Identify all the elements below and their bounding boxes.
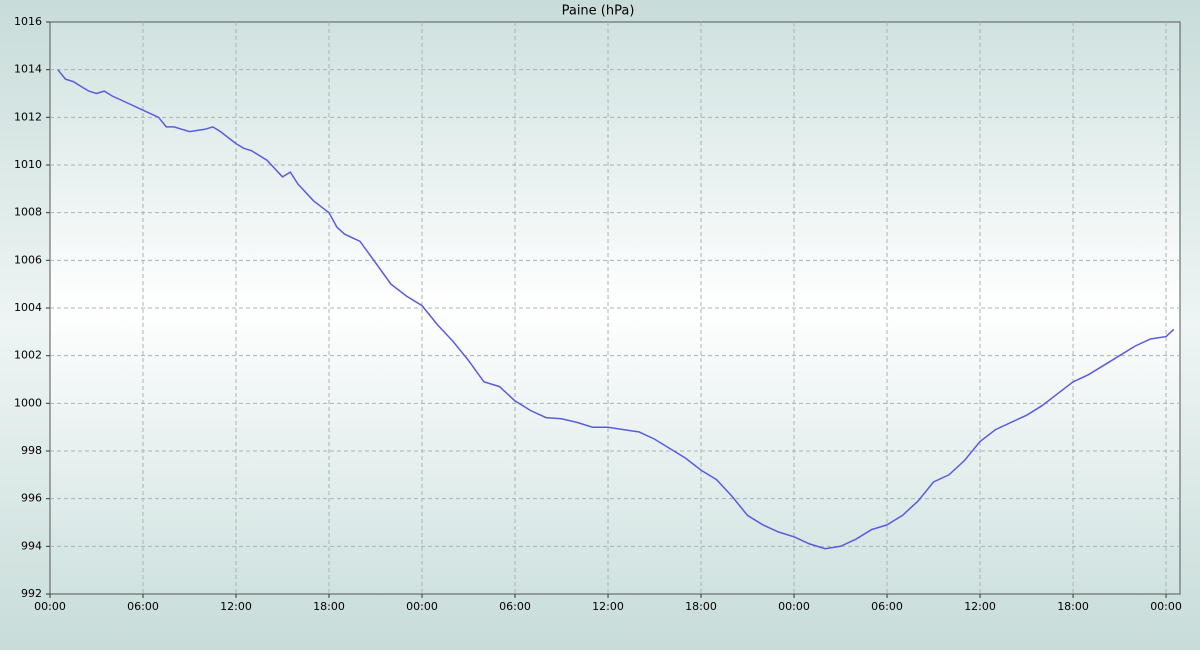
x-tick-label: 18:00	[1057, 600, 1089, 613]
y-tick-label: 1000	[14, 396, 42, 409]
x-tick-label: 00:00	[406, 600, 438, 613]
x-tick-label: 06:00	[127, 600, 159, 613]
x-tick-label: 06:00	[499, 600, 531, 613]
y-tick-label: 1002	[14, 349, 42, 362]
y-tick-label: 1004	[14, 301, 42, 314]
y-tick-label: 1010	[14, 158, 42, 171]
y-tick-label: 996	[21, 492, 42, 505]
x-tick-label: 12:00	[592, 600, 624, 613]
x-tick-label: 06:00	[871, 600, 903, 613]
y-tick-label: 1012	[14, 110, 42, 123]
data-line	[57, 69, 1175, 550]
y-tick-label: 1008	[14, 206, 42, 219]
x-tick-label: 00:00	[34, 600, 66, 613]
x-tick-label: 00:00	[1150, 600, 1182, 613]
x-tick-label: 12:00	[220, 600, 252, 613]
x-tick-label: 18:00	[313, 600, 345, 613]
y-tick-label: 1014	[14, 63, 42, 76]
x-tick-label: 00:00	[778, 600, 810, 613]
x-tick-label: 18:00	[685, 600, 717, 613]
y-tick-label: 1006	[14, 253, 42, 266]
chart-title: Paine (hPa)	[562, 4, 635, 19]
y-tick-label: 1016	[14, 15, 42, 28]
y-tick-label: 992	[21, 587, 42, 600]
y-tick-label: 998	[21, 444, 42, 457]
x-tick-label: 12:00	[964, 600, 996, 613]
y-tick-label: 994	[21, 539, 42, 552]
